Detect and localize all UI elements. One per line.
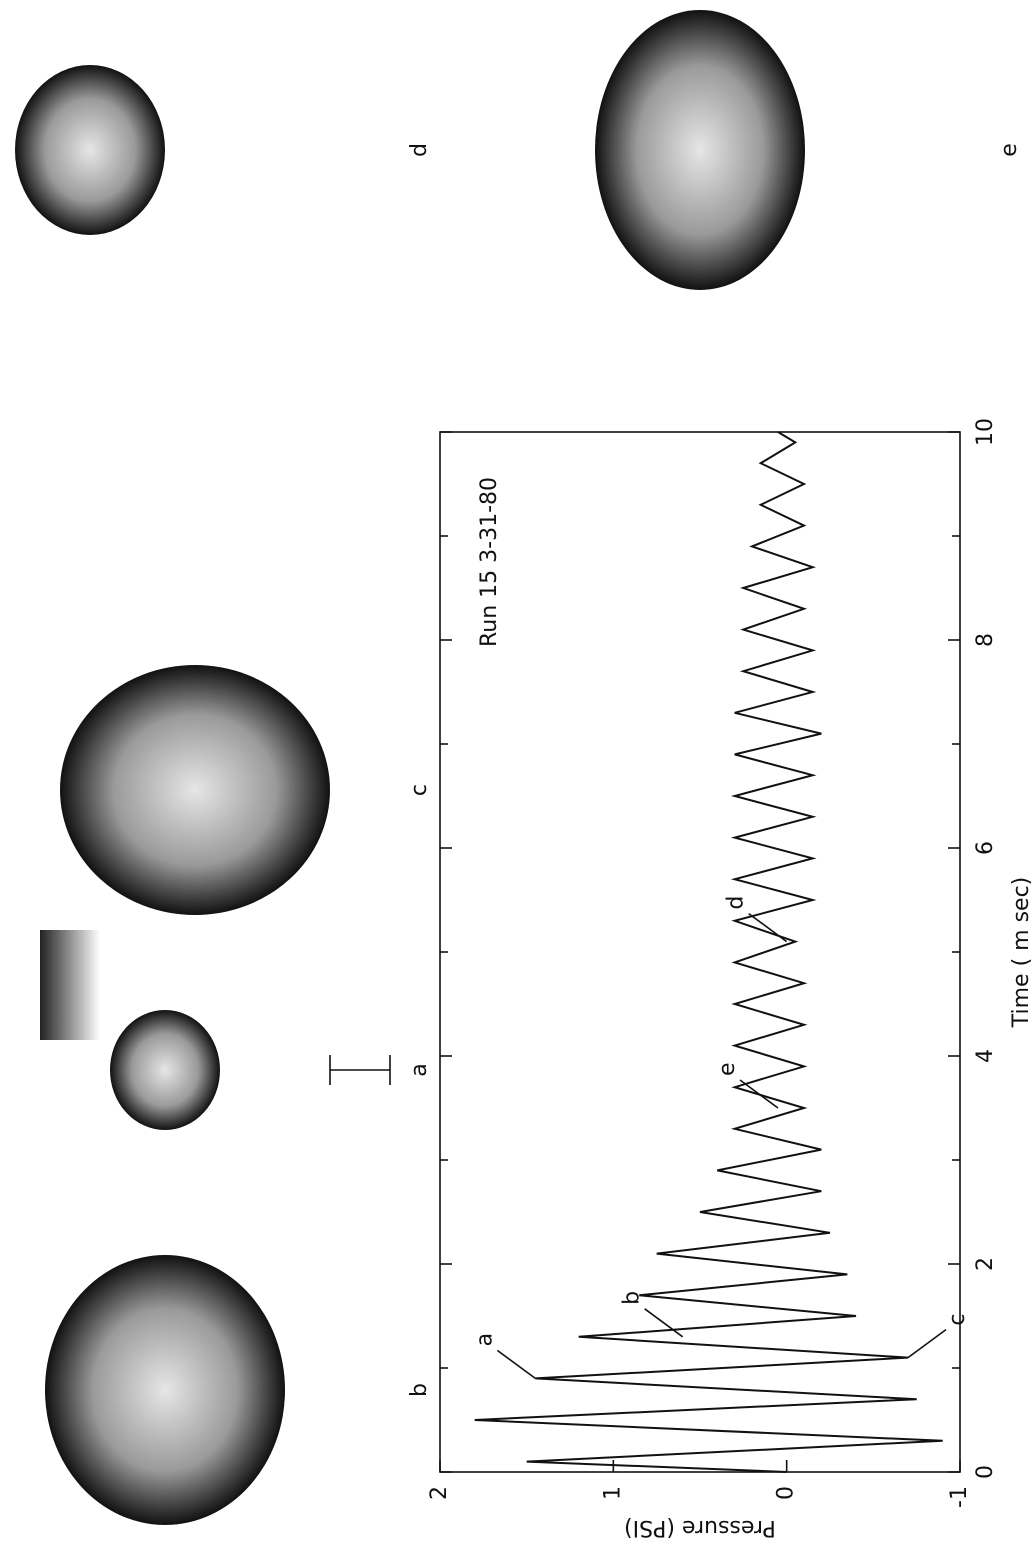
gray-wedge bbox=[40, 930, 100, 1040]
photos bbox=[15, 10, 805, 1525]
photo-b bbox=[45, 1255, 285, 1525]
y-tick-label: 0 bbox=[774, 1486, 799, 1500]
photo-a bbox=[110, 1010, 220, 1130]
marker-leader bbox=[644, 1308, 684, 1338]
photo-c bbox=[60, 665, 330, 915]
plot-frame bbox=[439, 431, 961, 1473]
photo-d bbox=[15, 65, 165, 235]
y-axis-label: Pressure (PSI) bbox=[624, 1515, 776, 1540]
panel-label: d bbox=[407, 143, 432, 157]
scale-bar bbox=[329, 1055, 391, 1085]
panel-labels: a b c d e bbox=[407, 143, 1022, 1397]
x-tick-label: 0 bbox=[973, 1465, 998, 1479]
marker-leader bbox=[496, 1349, 536, 1380]
marker-label: b bbox=[620, 1291, 645, 1305]
marker-label: c bbox=[945, 1313, 970, 1325]
panel-label: c bbox=[407, 784, 432, 796]
y-tick-label: 2 bbox=[427, 1486, 452, 1500]
marker-leader bbox=[748, 912, 788, 943]
x-tick-label: 2 bbox=[973, 1257, 998, 1271]
marker-label: e bbox=[715, 1062, 740, 1076]
x-tick-label: 10 bbox=[973, 418, 998, 446]
x-tick-label: 8 bbox=[973, 633, 998, 647]
chart-annotation: Run 15 3-31-80 bbox=[477, 477, 502, 647]
marker-label: a bbox=[472, 1333, 497, 1346]
y-tick-label: -1 bbox=[947, 1486, 972, 1508]
x-tick-label: 4 bbox=[973, 1049, 998, 1063]
data-line bbox=[474, 431, 943, 1473]
marker-leader bbox=[907, 1328, 947, 1359]
panel-label: a bbox=[407, 1063, 432, 1076]
panel-label: e bbox=[997, 143, 1022, 157]
photo-e bbox=[595, 10, 805, 290]
marker-label: d bbox=[724, 896, 749, 910]
x-axis-label: Time ( m sec) bbox=[1009, 877, 1034, 1029]
panel-label: b bbox=[407, 1383, 432, 1397]
x-tick-label: 6 bbox=[973, 841, 998, 855]
y-tick-label: 1 bbox=[600, 1486, 625, 1500]
marker-leader bbox=[739, 1079, 779, 1109]
